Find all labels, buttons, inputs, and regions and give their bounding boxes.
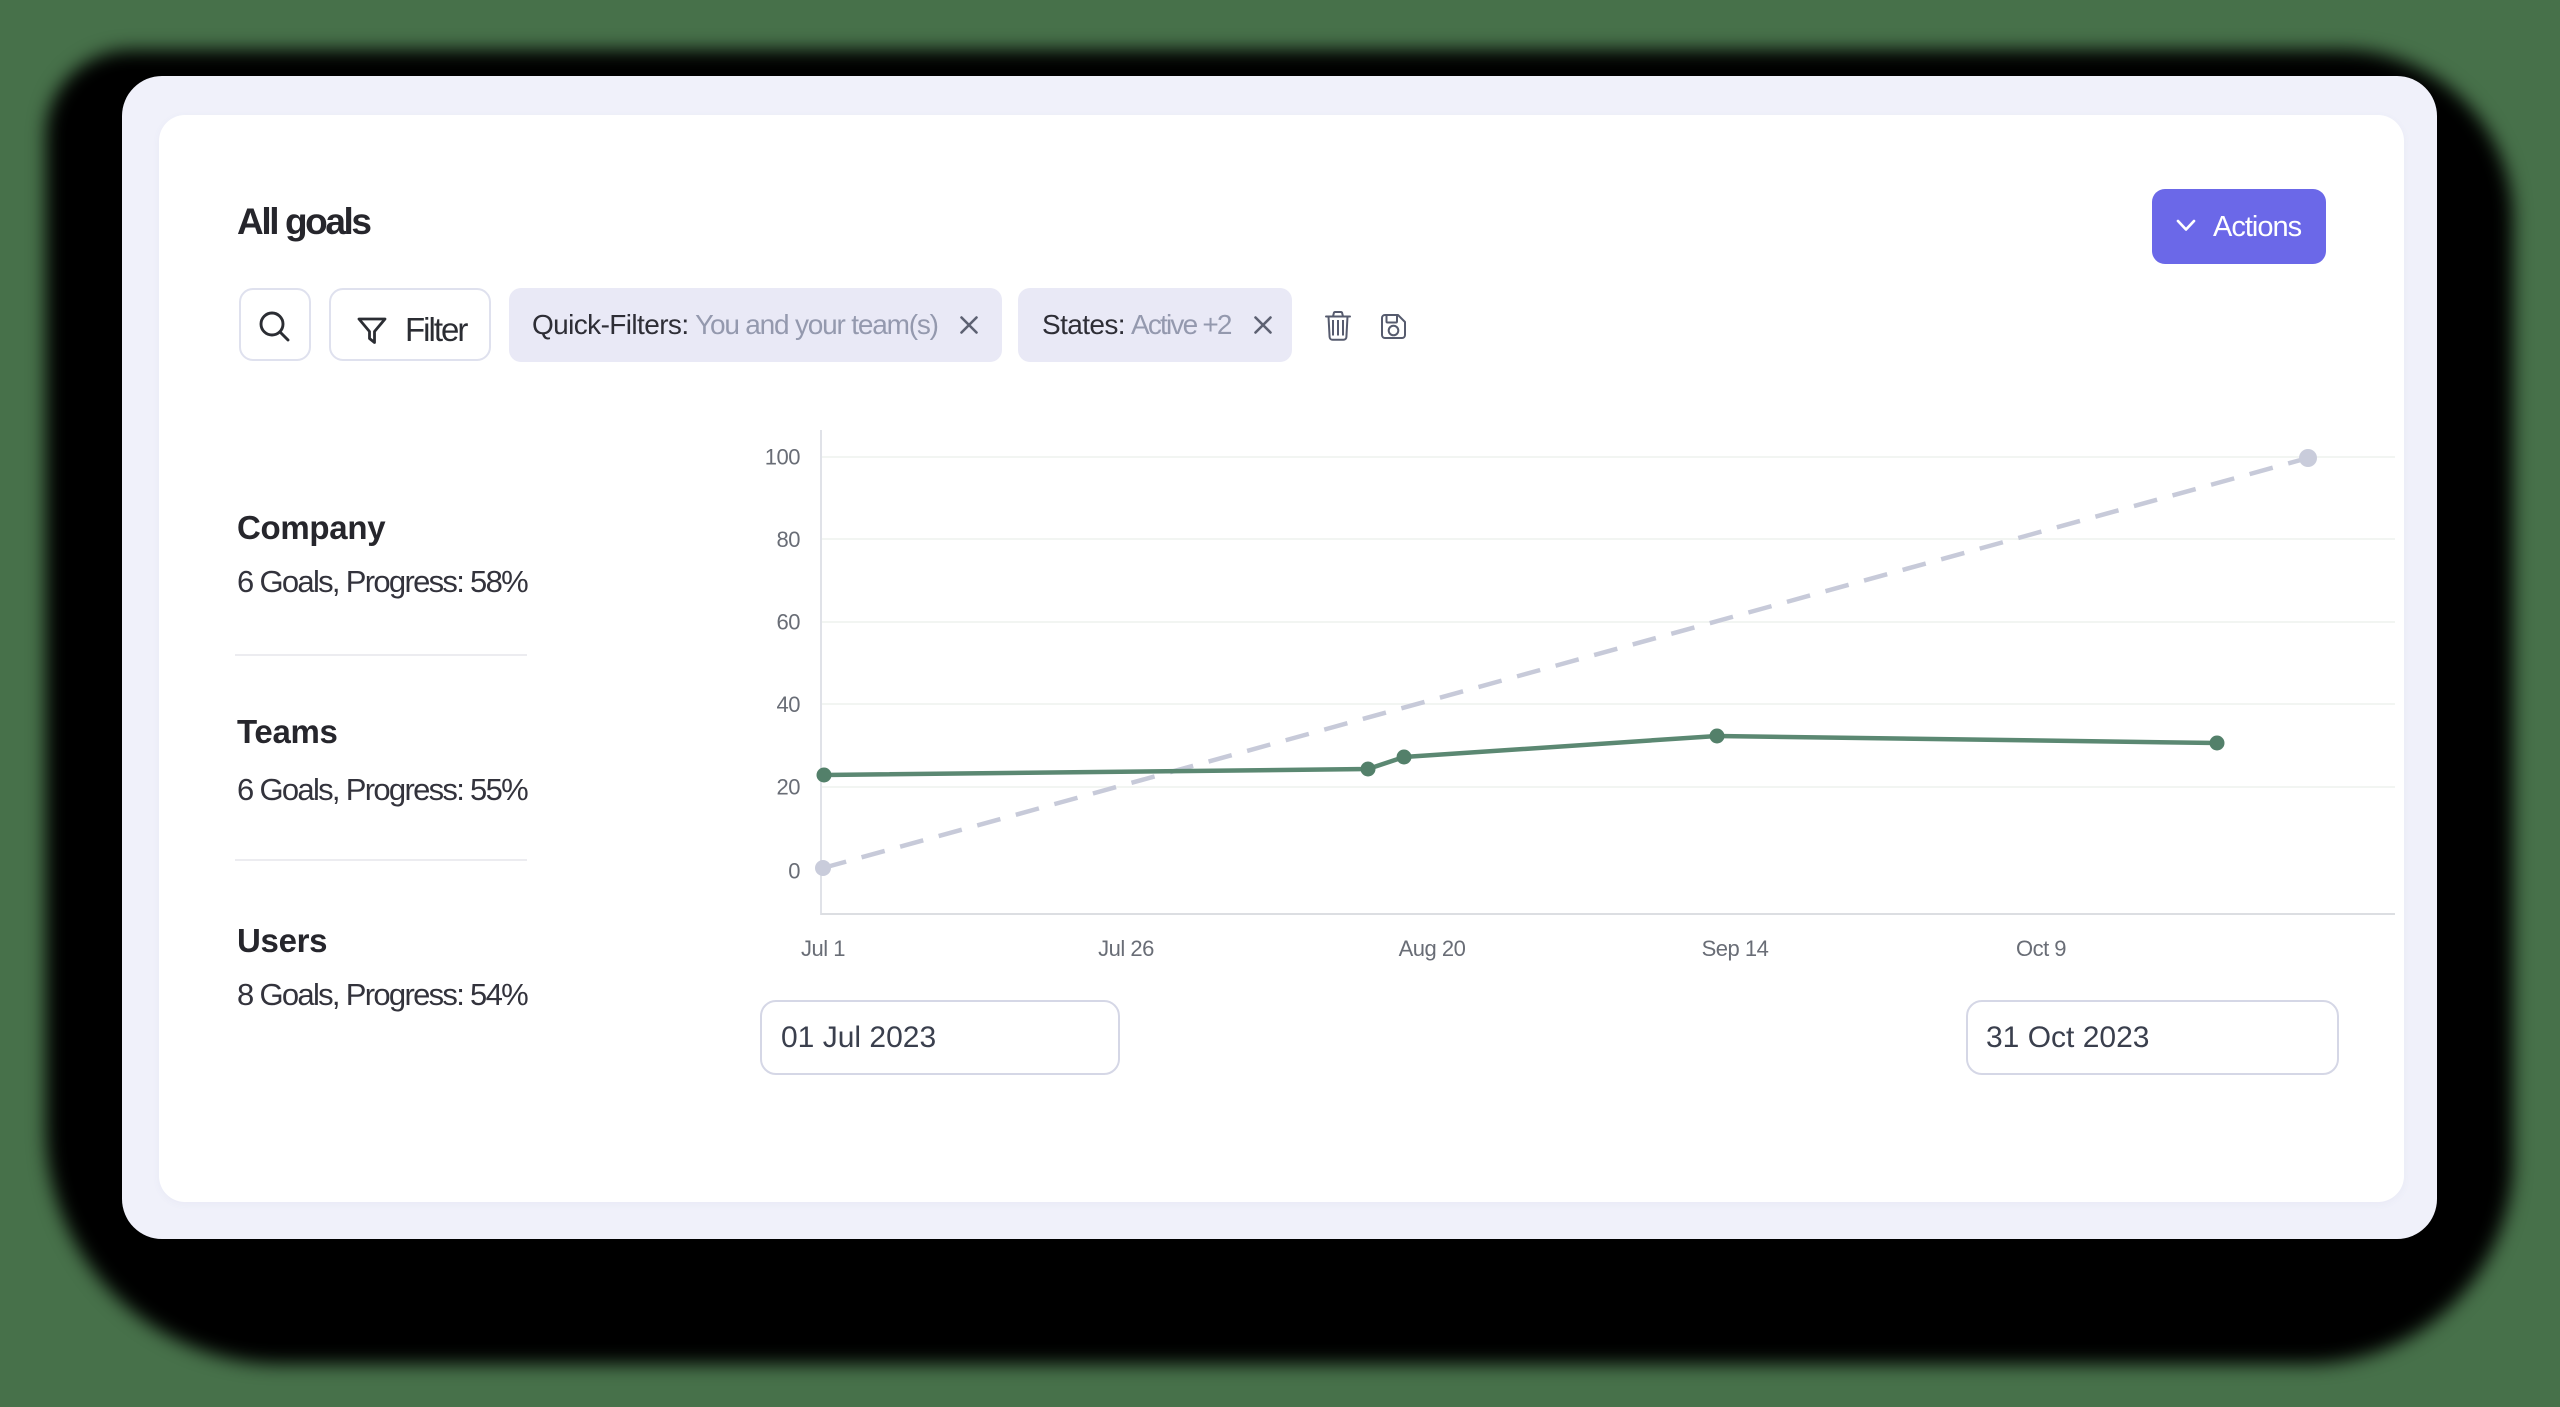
svg-text:0: 0 bbox=[788, 859, 800, 884]
svg-text:40: 40 bbox=[777, 692, 801, 717]
svg-text:Aug 20: Aug 20 bbox=[1399, 936, 1466, 961]
svg-text:60: 60 bbox=[777, 610, 801, 635]
svg-text:80: 80 bbox=[777, 527, 801, 552]
svg-text:Jul 26: Jul 26 bbox=[1098, 936, 1154, 961]
svg-text:Sep 14: Sep 14 bbox=[1702, 936, 1769, 961]
svg-text:Jul 1: Jul 1 bbox=[801, 936, 845, 961]
svg-text:20: 20 bbox=[777, 775, 801, 800]
svg-text:Oct 9: Oct 9 bbox=[2016, 936, 2066, 961]
svg-text:100: 100 bbox=[765, 445, 800, 470]
